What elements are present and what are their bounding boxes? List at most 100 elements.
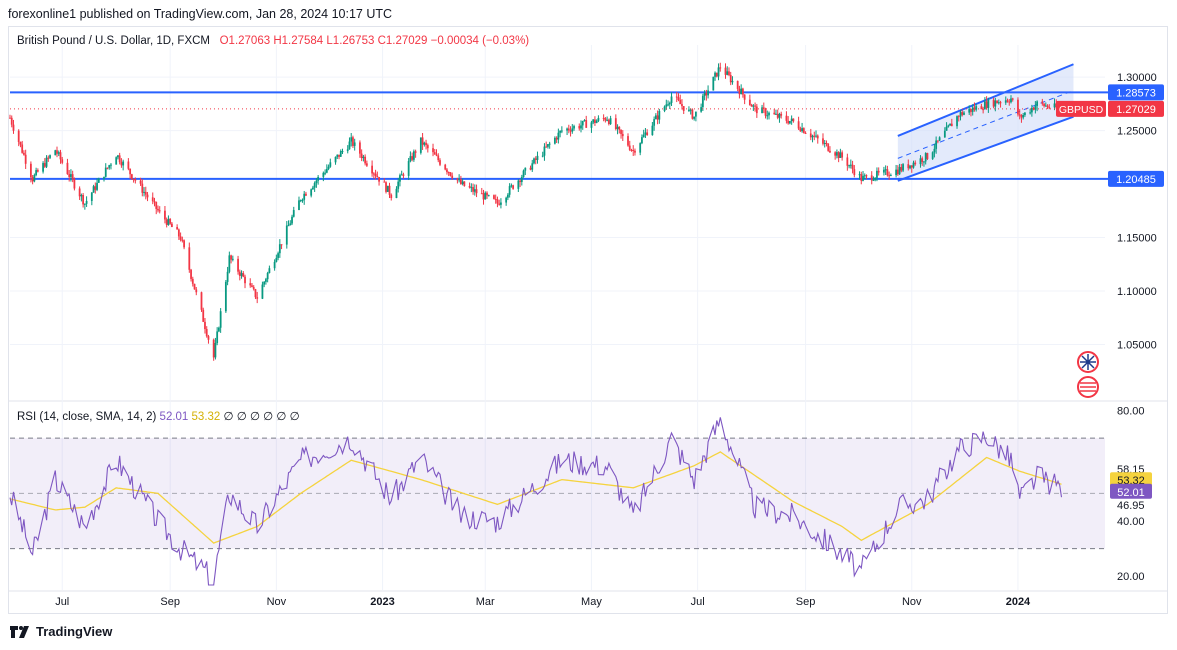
- candle-body: [49, 155, 51, 158]
- candle-body: [738, 88, 741, 95]
- candle-body: [750, 104, 753, 107]
- candle-body: [667, 104, 669, 106]
- candle-body: [566, 128, 568, 131]
- candle-body: [1022, 115, 1025, 118]
- candle-body: [543, 146, 546, 156]
- candle-body: [780, 113, 783, 116]
- candle-body: [9, 117, 11, 119]
- candle-body: [985, 101, 988, 108]
- candle-body: [484, 192, 487, 200]
- candle-body: [559, 130, 562, 133]
- candle-body: [500, 202, 502, 205]
- candle-body: [29, 163, 32, 178]
- symbol-tag[interactable]: [1056, 100, 1106, 117]
- candle-body: [764, 109, 767, 116]
- candle-body: [1011, 98, 1014, 100]
- rsi-sma-line: [9, 451, 1062, 544]
- candle-body: [346, 149, 349, 152]
- candle-body: [456, 178, 459, 181]
- candle-body: [870, 175, 873, 181]
- rsi-tick-label: 40.00: [1117, 516, 1145, 528]
- candle-body: [299, 200, 302, 202]
- candle-body: [872, 179, 875, 181]
- channel-upper-line[interactable]: [897, 63, 1074, 137]
- candle-body: [322, 172, 325, 177]
- candle-body: [35, 170, 38, 176]
- candle-body: [656, 115, 659, 120]
- candle-body: [863, 175, 866, 177]
- candle-body: [1034, 105, 1037, 110]
- candle-body: [508, 186, 511, 195]
- candle-body: [876, 170, 878, 178]
- candle-body: [675, 96, 678, 98]
- x-tick-label: 2023: [370, 596, 394, 608]
- channel-fill: [897, 64, 1074, 181]
- candle-body: [888, 175, 891, 177]
- candle-body: [287, 225, 290, 227]
- candle-body: [1017, 99, 1019, 115]
- candle-body: [146, 194, 149, 198]
- candle-body: [1048, 107, 1051, 109]
- tradingview-brand[interactable]: TradingView: [10, 624, 112, 639]
- candle-body: [261, 284, 264, 299]
- candle-body: [254, 289, 257, 298]
- candle-body: [12, 124, 15, 131]
- level-price-tag: [1108, 170, 1164, 187]
- candle-body: [1046, 105, 1049, 108]
- candle-body: [85, 200, 88, 204]
- candle-body: [437, 155, 440, 161]
- candle-body: [493, 195, 495, 199]
- candle-body: [106, 167, 109, 169]
- candle-body: [618, 126, 621, 130]
- candle-body: [553, 137, 556, 144]
- candle-body: [815, 135, 817, 137]
- candle-body: [809, 133, 812, 138]
- candle-body: [987, 99, 990, 108]
- candle-body: [341, 151, 344, 153]
- candle-body: [315, 180, 318, 184]
- candle-body: [994, 100, 997, 107]
- candle-body: [31, 177, 34, 182]
- candle-body: [724, 67, 727, 75]
- candle-body: [775, 113, 777, 115]
- candle-body: [350, 137, 353, 142]
- candle-body: [226, 271, 229, 282]
- candle-body: [447, 172, 450, 174]
- candle-body: [936, 140, 939, 142]
- candle-body: [397, 181, 400, 189]
- candle-body: [529, 167, 532, 170]
- candle-body: [910, 165, 913, 168]
- candle-body: [151, 197, 154, 202]
- candle-body: [668, 102, 671, 105]
- candle-body: [202, 309, 205, 322]
- candle-body: [996, 100, 998, 104]
- candle-body: [414, 151, 417, 153]
- candle-body: [848, 165, 850, 167]
- rsi-value-tag-label: 52.01: [1117, 487, 1145, 499]
- candle-body: [1010, 98, 1012, 103]
- candle-body: [776, 113, 779, 118]
- candle-body: [569, 130, 572, 132]
- candle-body: [627, 136, 629, 146]
- candle-body: [134, 179, 137, 181]
- candle-body: [914, 162, 917, 165]
- candle-body: [606, 119, 609, 121]
- candle-body: [451, 175, 454, 179]
- candle-body: [480, 193, 483, 195]
- candle-body: [374, 173, 377, 177]
- x-tick-label: Sep: [796, 596, 816, 608]
- candle-body: [127, 161, 130, 169]
- symbol-label[interactable]: British Pound / U.S. Dollar, 1D, FXCM: [17, 35, 211, 47]
- candle-body: [923, 161, 925, 163]
- candle-body: [143, 191, 145, 193]
- candle-body: [176, 227, 179, 230]
- candle-body: [352, 137, 354, 146]
- rsi-label[interactable]: RSI (14, close, SMA, 14, 2): [17, 411, 157, 423]
- candle-body: [1018, 114, 1021, 116]
- candle-body: [231, 258, 234, 260]
- candle-body: [522, 170, 525, 178]
- candle-body: [96, 182, 98, 190]
- channel-lower-line[interactable]: [897, 115, 1074, 182]
- candle-body: [533, 158, 535, 164]
